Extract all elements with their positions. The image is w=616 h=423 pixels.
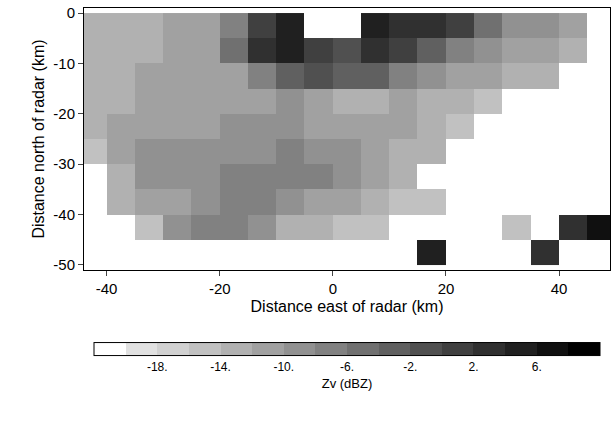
svg-text:-30: -30 <box>53 155 75 172</box>
svg-text:-10.: -10. <box>273 360 294 374</box>
svg-text:0: 0 <box>329 280 337 297</box>
svg-text:40: 40 <box>551 280 568 297</box>
svg-text:-18.: -18. <box>147 360 168 374</box>
svg-text:-10: -10 <box>53 55 75 72</box>
svg-text:-2.: -2. <box>403 360 417 374</box>
svg-text:0: 0 <box>67 4 75 21</box>
svg-text:6.: 6. <box>532 360 542 374</box>
svg-text:Distance north of radar (km): Distance north of radar (km) <box>30 39 47 238</box>
svg-text:20: 20 <box>438 280 455 297</box>
svg-text:-20: -20 <box>209 280 231 297</box>
svg-text:-50: -50 <box>53 256 75 273</box>
svg-text:-40: -40 <box>53 206 75 223</box>
svg-text:-6.: -6. <box>340 360 354 374</box>
svg-text:-14.: -14. <box>210 360 231 374</box>
svg-text:2.: 2. <box>468 360 478 374</box>
svg-text:Zv (dBZ): Zv (dBZ) <box>322 376 373 391</box>
svg-text:-40: -40 <box>96 280 118 297</box>
svg-text:Distance east of radar (km): Distance east of radar (km) <box>251 298 444 315</box>
svg-text:-20: -20 <box>53 105 75 122</box>
